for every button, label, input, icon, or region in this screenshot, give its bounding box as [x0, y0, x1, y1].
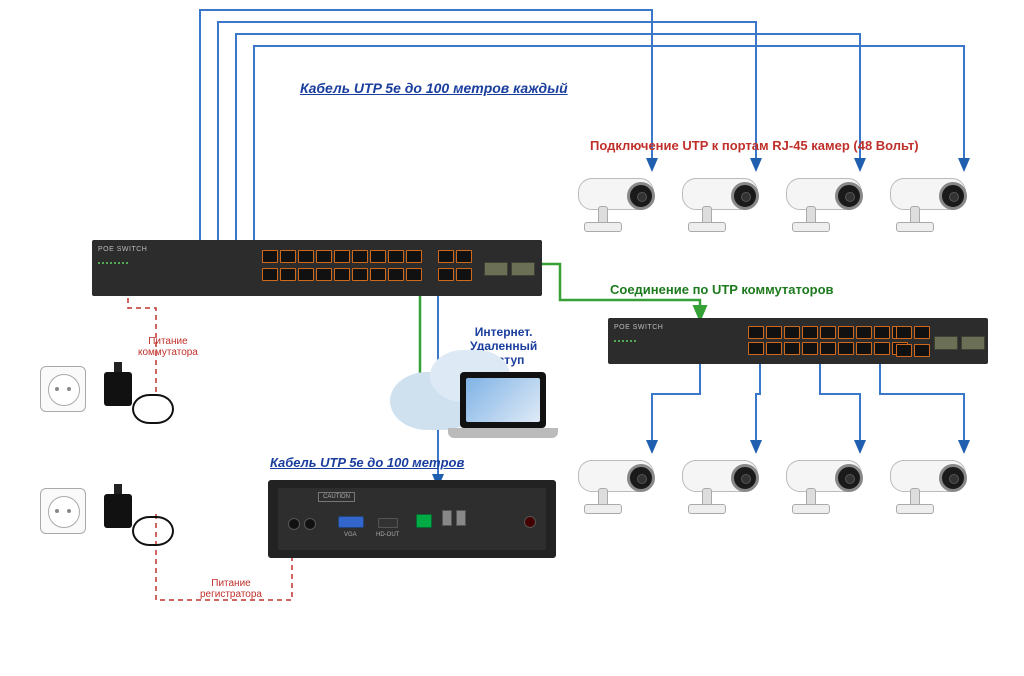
ip-camera: [778, 172, 870, 236]
rj45-port: [820, 326, 836, 339]
uplink-port: [456, 250, 472, 263]
nvr-caution: CAUTION: [318, 492, 355, 502]
label-power-switch: Питание коммутатора: [138, 336, 198, 358]
nvr-dc-in: [524, 516, 536, 528]
switch-brand: POE SWITCH: [614, 324, 663, 331]
rj45-port: [388, 268, 404, 281]
switch2-to-cams: [652, 364, 964, 452]
label-power-nvr: Питание регистратора: [200, 578, 262, 600]
switch-leds: [98, 262, 128, 264]
rj45-port: [838, 326, 854, 339]
rj45-port: [802, 326, 818, 339]
rj45-port: [748, 342, 764, 355]
rj45-port: [874, 326, 890, 339]
rj45-port: [838, 342, 854, 355]
nvr-audio-jack: [304, 518, 316, 530]
nvr-usb-port: [456, 510, 466, 526]
rj45-port: [262, 250, 278, 263]
rj45-port: [316, 268, 332, 281]
rj45-port: [316, 250, 332, 263]
ip-camera: [778, 454, 870, 518]
nvr-usb-port: [442, 510, 452, 526]
rj45-port: [262, 268, 278, 281]
rj45-port: [370, 250, 386, 263]
label-switch-link: Соединение по UTP коммутаторов: [610, 282, 834, 297]
rj45-port: [352, 250, 368, 263]
ip-camera: [882, 454, 974, 518]
uplink-port: [438, 268, 454, 281]
rj45-port: [748, 326, 764, 339]
uplink-port: [456, 268, 472, 281]
power-adapter-2: [104, 494, 132, 528]
nvr-vga-port: [338, 516, 364, 528]
poe-switch-secondary: POE SWITCH: [608, 318, 988, 364]
rj45-port: [856, 342, 872, 355]
nvr-vga-label: VGA: [344, 532, 357, 538]
rj45-port: [334, 250, 350, 263]
cable-coil-2: [132, 516, 174, 546]
sfp-slot: [511, 262, 535, 276]
label-power-nvr-l2: регистратора: [200, 589, 262, 600]
ip-camera: [570, 172, 662, 236]
switch-leds: [614, 340, 636, 342]
label-power-switch-l2: коммутатора: [138, 347, 198, 358]
rj45-port: [766, 326, 782, 339]
power-adapter-1: [104, 372, 132, 406]
diagram-root: { "canvas": { "w": 1024, "h": 676, "bg":…: [0, 0, 1024, 676]
nvr-audio-jack: [288, 518, 300, 530]
uplink-port: [896, 344, 912, 357]
label-power-nvr-l1: Питание: [200, 578, 262, 589]
rj45-port: [406, 268, 422, 281]
rj45-port: [784, 326, 800, 339]
rj45-port: [802, 342, 818, 355]
ip-camera: [882, 172, 974, 236]
sfp-slot: [934, 336, 958, 350]
label-internet-l1: Интернет.: [470, 325, 537, 339]
rj45-port: [766, 342, 782, 355]
rj45-port: [388, 250, 404, 263]
rj45-port: [280, 250, 296, 263]
nvr-lan-port: [416, 514, 432, 528]
rj45-port: [334, 268, 350, 281]
ip-camera: [674, 454, 766, 518]
power-outlet-2: [40, 488, 86, 534]
nvr-recorder: CAUTION VGA HD-OUT: [268, 480, 556, 558]
rj45-port: [406, 250, 422, 263]
cable-coil-1: [132, 394, 174, 424]
power-outlet-1: [40, 366, 86, 412]
label-utp-each: Кабель UTP 5e до 100 метров каждый: [300, 80, 568, 96]
uplink-port: [914, 344, 930, 357]
ip-camera: [674, 172, 766, 236]
sfp-slot: [484, 262, 508, 276]
switch-brand: POE SWITCH: [98, 246, 147, 253]
nvr-hdmi-port: [378, 518, 398, 528]
rj45-port: [784, 342, 800, 355]
nvr-hdmi-label: HD-OUT: [376, 532, 399, 538]
poe-switch-main: POE SWITCH: [92, 240, 542, 296]
uplink-port: [896, 326, 912, 339]
label-utp-100m: Кабель UTP 5e до 100 метров: [270, 455, 464, 470]
ip-camera: [570, 454, 662, 518]
rj45-port: [874, 342, 890, 355]
rj45-port: [370, 268, 386, 281]
sfp-slot: [961, 336, 985, 350]
label-utp-to-cameras: Подключение UTP к портам RJ-45 камер (48…: [590, 138, 919, 153]
laptop-icon: [460, 372, 558, 438]
rj45-port: [352, 268, 368, 281]
rj45-port: [298, 268, 314, 281]
rj45-port: [856, 326, 872, 339]
uplink-port: [914, 326, 930, 339]
rj45-port: [280, 268, 296, 281]
rj45-port: [820, 342, 836, 355]
uplink-port: [438, 250, 454, 263]
rj45-port: [298, 250, 314, 263]
label-power-switch-l1: Питание: [138, 336, 198, 347]
